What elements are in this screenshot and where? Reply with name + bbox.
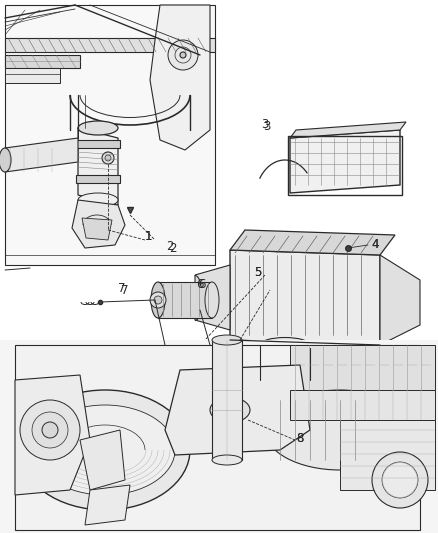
Ellipse shape	[205, 282, 219, 318]
Polygon shape	[5, 138, 78, 172]
Circle shape	[220, 400, 240, 420]
Polygon shape	[165, 365, 310, 455]
Polygon shape	[290, 390, 435, 420]
Text: 7: 7	[121, 284, 129, 296]
Polygon shape	[5, 38, 215, 52]
Polygon shape	[150, 5, 210, 150]
Polygon shape	[5, 55, 80, 68]
Ellipse shape	[212, 335, 242, 345]
Ellipse shape	[260, 337, 310, 352]
Ellipse shape	[78, 193, 118, 207]
Text: 3: 3	[261, 118, 268, 132]
Text: 1: 1	[144, 230, 152, 244]
Bar	[5, 5, 215, 265]
Polygon shape	[340, 420, 435, 490]
Text: 1: 1	[144, 230, 152, 244]
Ellipse shape	[20, 390, 190, 510]
Ellipse shape	[0, 148, 11, 172]
Polygon shape	[76, 175, 120, 183]
Ellipse shape	[151, 282, 165, 318]
Ellipse shape	[212, 455, 242, 465]
Ellipse shape	[265, 390, 415, 470]
Ellipse shape	[210, 398, 250, 423]
Polygon shape	[0, 340, 438, 533]
Text: 4: 4	[371, 238, 379, 251]
Circle shape	[102, 152, 114, 164]
Ellipse shape	[78, 121, 118, 135]
Polygon shape	[230, 230, 395, 255]
Text: 5: 5	[254, 265, 261, 279]
Polygon shape	[85, 485, 130, 525]
Polygon shape	[15, 375, 90, 495]
Text: 3: 3	[263, 120, 271, 133]
Text: 7: 7	[118, 282, 126, 295]
Polygon shape	[80, 430, 125, 490]
Polygon shape	[82, 218, 112, 240]
Circle shape	[168, 40, 198, 70]
Circle shape	[382, 462, 418, 498]
Bar	[212, 340, 242, 460]
Circle shape	[20, 400, 80, 460]
Polygon shape	[78, 128, 118, 205]
Text: 2: 2	[169, 241, 177, 254]
Bar	[288, 136, 402, 195]
Circle shape	[42, 422, 58, 438]
Text: 8: 8	[297, 432, 304, 445]
Polygon shape	[380, 255, 420, 345]
Circle shape	[180, 52, 186, 58]
Text: 6: 6	[196, 279, 204, 292]
Polygon shape	[290, 345, 435, 390]
Polygon shape	[195, 265, 230, 330]
Polygon shape	[15, 345, 420, 530]
Polygon shape	[76, 140, 120, 148]
Text: 4: 4	[371, 238, 379, 251]
Text: 8: 8	[297, 432, 304, 445]
Polygon shape	[230, 250, 380, 345]
Text: 2: 2	[166, 240, 174, 254]
Polygon shape	[290, 130, 400, 193]
Circle shape	[32, 412, 68, 448]
Polygon shape	[158, 282, 212, 318]
Ellipse shape	[35, 405, 175, 495]
Circle shape	[150, 292, 166, 308]
Bar	[5, 68, 60, 83]
Polygon shape	[72, 200, 125, 248]
Circle shape	[372, 452, 428, 508]
Circle shape	[105, 155, 111, 161]
Circle shape	[154, 296, 162, 304]
Text: 5: 5	[254, 265, 261, 279]
Polygon shape	[290, 122, 406, 138]
Text: 6: 6	[198, 278, 206, 290]
